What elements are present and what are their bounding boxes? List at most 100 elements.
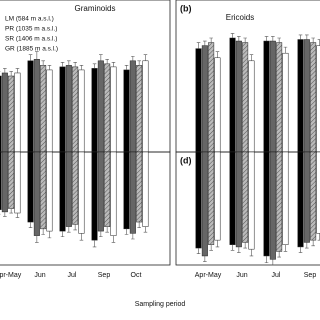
bar bbox=[297, 39, 304, 153]
bar bbox=[46, 69, 53, 153]
error-bar bbox=[15, 213, 20, 218]
bar bbox=[72, 66, 79, 153]
bar bbox=[27, 151, 34, 223]
error-bar bbox=[47, 231, 52, 239]
error-bar bbox=[131, 55, 135, 61]
bar bbox=[248, 60, 255, 153]
error-bar bbox=[283, 46, 288, 54]
panel-frame bbox=[175, 151, 320, 266]
bar bbox=[201, 151, 208, 257]
bar bbox=[40, 65, 47, 153]
bar bbox=[269, 151, 276, 260]
error-bar bbox=[249, 249, 254, 257]
bar bbox=[1, 72, 8, 153]
error-bar bbox=[311, 240, 315, 247]
bar bbox=[208, 151, 215, 245]
bar bbox=[91, 68, 98, 153]
error-bar bbox=[137, 60, 141, 66]
x-tick-label: Jun bbox=[236, 272, 247, 279]
error-bar bbox=[243, 242, 247, 249]
bar bbox=[136, 65, 143, 153]
bar bbox=[229, 37, 236, 153]
bar bbox=[14, 72, 21, 153]
bar bbox=[263, 151, 270, 257]
error-bar bbox=[60, 231, 65, 238]
x-tick-label: Sep bbox=[98, 272, 111, 279]
bar bbox=[235, 40, 242, 153]
bar bbox=[282, 52, 289, 153]
error-bar bbox=[41, 60, 45, 66]
bar bbox=[235, 151, 242, 248]
error-bar bbox=[317, 39, 320, 46]
error-bar bbox=[111, 62, 116, 67]
error-bar bbox=[215, 51, 220, 58]
error-bar bbox=[67, 226, 71, 233]
error-bar bbox=[79, 65, 84, 70]
x-tick-label: Apr-May bbox=[195, 272, 222, 279]
error-bar bbox=[305, 34, 309, 40]
bar bbox=[214, 151, 221, 241]
error-bar bbox=[203, 255, 207, 262]
bar bbox=[104, 151, 111, 227]
bar bbox=[136, 151, 143, 223]
bar bbox=[59, 66, 66, 153]
error-bar bbox=[131, 233, 135, 240]
error-bar bbox=[143, 54, 148, 61]
error-bar bbox=[237, 246, 241, 253]
bar bbox=[310, 42, 317, 153]
error-bar bbox=[9, 71, 13, 76]
bar bbox=[242, 151, 249, 243]
error-bar bbox=[196, 248, 201, 254]
error-bar bbox=[237, 36, 241, 42]
bar bbox=[195, 151, 202, 249]
bar bbox=[33, 151, 40, 236]
error-bar bbox=[283, 244, 288, 252]
x-tick-label: Apr-May bbox=[0, 272, 22, 279]
bar bbox=[297, 151, 304, 248]
bar bbox=[201, 45, 208, 153]
bar bbox=[8, 151, 15, 209]
error-bar bbox=[203, 40, 207, 46]
bar bbox=[65, 151, 72, 227]
error-bar bbox=[60, 62, 65, 67]
error-bar bbox=[271, 259, 275, 266]
bar bbox=[282, 151, 289, 245]
panel-title: Ericoids bbox=[226, 13, 254, 22]
error-bar bbox=[105, 58, 109, 64]
error-bar bbox=[41, 228, 45, 235]
x-tick-label: Sep bbox=[304, 272, 317, 279]
error-bar bbox=[298, 34, 303, 40]
error-bar bbox=[99, 231, 103, 238]
bar bbox=[214, 57, 221, 153]
bar bbox=[129, 151, 136, 234]
error-bar bbox=[271, 36, 275, 42]
panel-label: (b) bbox=[180, 3, 192, 13]
error-bar bbox=[92, 63, 97, 69]
error-bar bbox=[209, 244, 213, 251]
error-bar bbox=[124, 228, 129, 235]
bar bbox=[310, 151, 317, 241]
error-bar bbox=[28, 54, 33, 61]
error-bar bbox=[230, 244, 235, 251]
error-bar bbox=[317, 233, 320, 241]
x-tick-label: Jul bbox=[272, 272, 281, 279]
error-bar bbox=[111, 235, 116, 243]
error-bar bbox=[99, 54, 103, 61]
bar bbox=[97, 151, 104, 232]
error-bar bbox=[277, 37, 281, 43]
error-bar bbox=[143, 226, 148, 233]
error-bar bbox=[124, 65, 129, 70]
bar bbox=[14, 151, 21, 214]
legend-entry: GR (1885 m a.s.l.) bbox=[5, 46, 58, 53]
error-bar bbox=[277, 251, 281, 258]
error-bar bbox=[35, 51, 39, 60]
error-bar bbox=[264, 36, 269, 42]
x-axis-label: Sampling period bbox=[135, 301, 186, 308]
error-bar bbox=[92, 240, 97, 248]
bar bbox=[78, 151, 85, 234]
x-tick-label: Jun bbox=[34, 272, 45, 279]
bar bbox=[46, 151, 53, 232]
legend-entry: SR (1406 m a.s.l.) bbox=[5, 36, 57, 43]
bar bbox=[248, 151, 255, 250]
